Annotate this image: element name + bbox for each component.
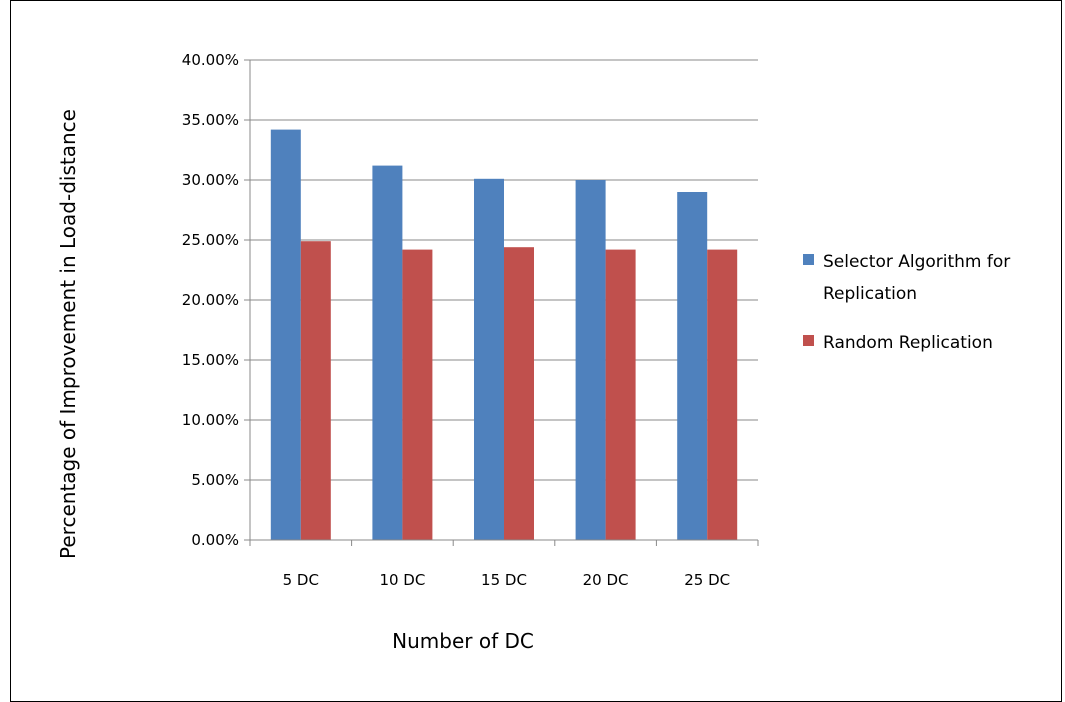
y-tick-label: 35.00% xyxy=(182,111,239,129)
x-tick-labels: 5 DC 10 DC 15 DC 20 DC 25 DC xyxy=(249,540,759,589)
bar-random xyxy=(504,247,534,540)
bar-random xyxy=(605,249,636,540)
legend-swatch xyxy=(803,254,814,265)
legend-label: Selector Algorithm for xyxy=(823,252,1010,272)
y-tick-label: 25.00% xyxy=(182,231,239,249)
y-tick-label: 5.00% xyxy=(191,471,239,489)
legend-label: Replication xyxy=(823,284,917,304)
y-tick-label: 0.00% xyxy=(191,531,239,549)
bar-selector xyxy=(677,192,708,540)
legend-swatch xyxy=(803,335,814,346)
x-tick-label: 10 DC xyxy=(379,571,425,589)
bar-selector xyxy=(270,129,301,540)
legend-label: Random Replication xyxy=(823,333,993,353)
y-tick-label: 10.00% xyxy=(182,411,239,429)
y-tick-label: 40.00% xyxy=(182,51,239,69)
y-tick-label: 20.00% xyxy=(182,291,239,309)
x-tick-label: 25 DC xyxy=(684,571,730,589)
bar-random xyxy=(402,249,433,540)
bar-selector xyxy=(372,165,403,540)
bar-selector xyxy=(575,180,606,540)
y-tick-label: 30.00% xyxy=(182,171,239,189)
x-tick-label: 20 DC xyxy=(583,571,629,589)
y-tick-label: 15.00% xyxy=(182,351,239,369)
y-axis-title: Percentage of Improvement in Load-distan… xyxy=(56,109,80,559)
x-tick-label: 15 DC xyxy=(481,571,527,589)
chart-frame xyxy=(10,0,1062,702)
x-tick-label: 5 DC xyxy=(283,571,319,589)
y-tick-labels: 0.00% 5.00% 10.00% 15.00% 20.00% 25.00% 30.00%… xyxy=(182,51,250,549)
legend: Selector Algorithm for Replication Random … xyxy=(803,252,1010,353)
bars xyxy=(270,129,738,541)
x-axis-title: Number of DC xyxy=(392,629,534,653)
bar-selector xyxy=(474,178,504,541)
bar-random xyxy=(707,249,738,540)
bar-random xyxy=(300,241,331,540)
